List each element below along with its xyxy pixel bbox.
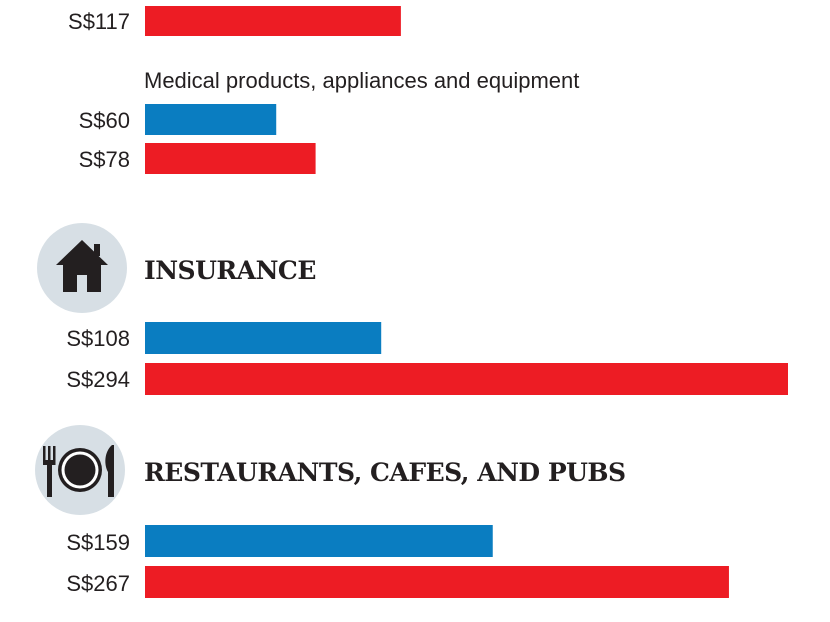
bar-red (145, 363, 788, 395)
value-label: S$78 (79, 147, 130, 172)
bar-blue (145, 525, 493, 557)
value-label: S$267 (66, 571, 130, 596)
plate-cutlery-icon (35, 425, 125, 515)
value-label: S$108 (66, 326, 130, 351)
bar-red (145, 143, 316, 174)
house-icon (37, 223, 127, 313)
bar-red (145, 566, 729, 598)
value-label: S$60 (79, 108, 130, 133)
section-title-restaurants: RESTAURANTS, CAFES, AND PUBS (144, 458, 626, 487)
bar-blue (145, 104, 277, 135)
bar-blue (145, 322, 382, 354)
value-label: S$117 (68, 9, 130, 34)
value-label: S$159 (66, 530, 130, 555)
value-label: S$294 (66, 367, 130, 392)
bar-red (145, 6, 401, 36)
subcategory-label: Medical products, appliances and equipme… (144, 68, 579, 93)
section-title-insurance: INSURANCE (144, 256, 316, 285)
